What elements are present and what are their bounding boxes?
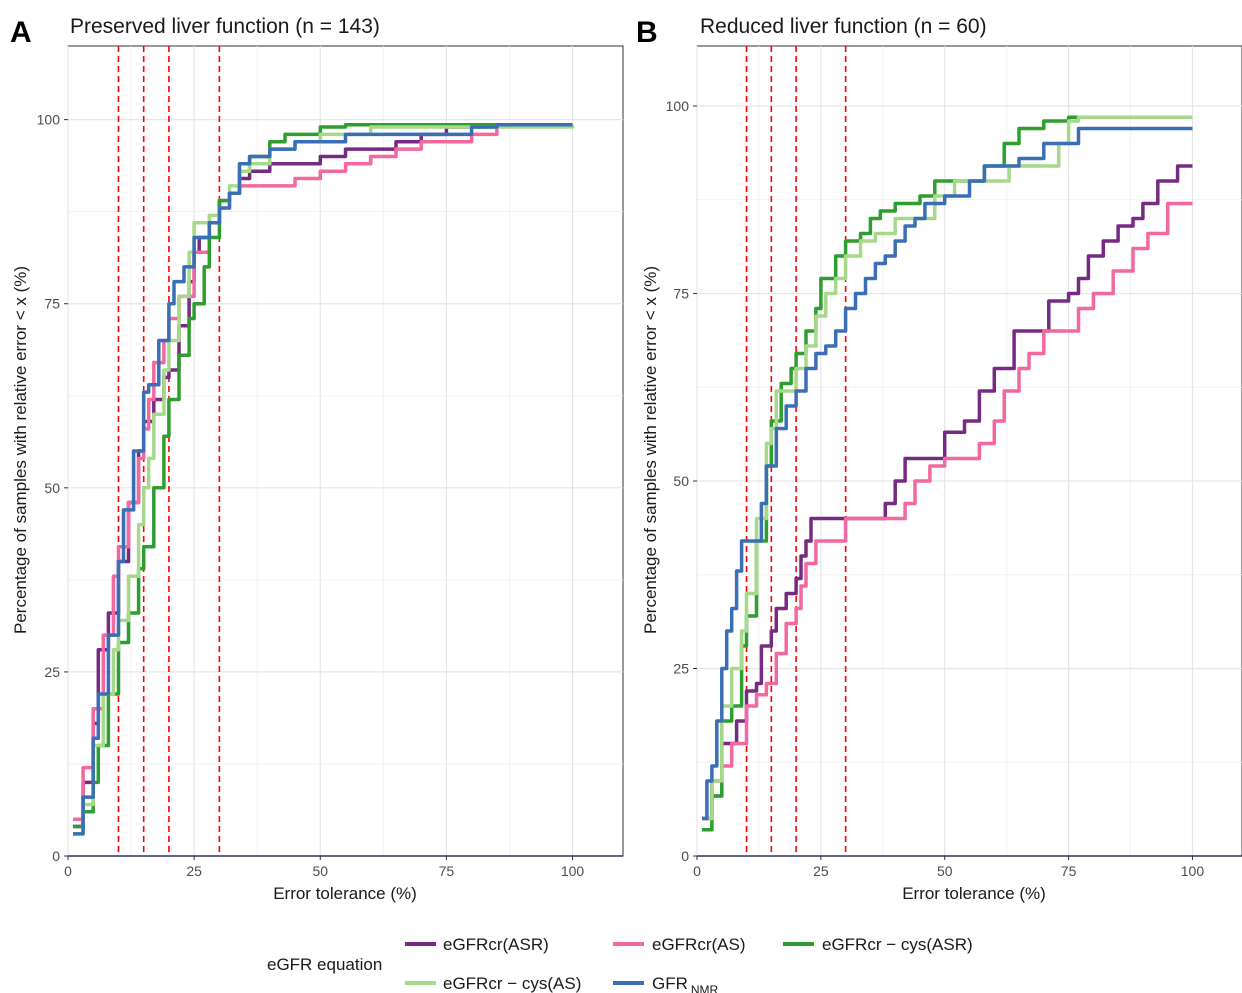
panel-b-title: Reduced liver function (n = 60) [700, 15, 987, 38]
panel-b-x-axis-title: Error tolerance (%) [902, 884, 1046, 903]
legend-title: eGFR equation [267, 955, 382, 974]
panel-a-plot-area [67, 45, 624, 857]
y-tick-label: 75 [673, 286, 689, 302]
x-tick-label: 75 [439, 863, 455, 879]
series-line-egfrcr-as [702, 201, 1193, 821]
series-line-gfrnmr [702, 126, 1193, 821]
x-tick-label: 25 [813, 863, 829, 879]
y-tick-label: 75 [44, 296, 60, 312]
legend-item-egfrcr-cys-as: eGFRcr − cys(AS) [405, 974, 581, 993]
series-line-egfrcr-cys-as [702, 115, 1193, 821]
panel-b-plot-area [696, 45, 1242, 857]
legend-label: eGFRcr − cys(ASR) [822, 935, 973, 954]
y-tick-label: 100 [666, 98, 690, 114]
x-tick-label: 50 [312, 863, 328, 879]
panel-b-ticks: 0 25 50 75 100 0 25 50 75 100 [666, 98, 1242, 879]
panel-a: A Preserved liver function (n = 143) 0 25… [10, 15, 624, 903]
legend-item-gfr-nmr: GFR NMR [613, 974, 719, 993]
legend-item-egfrcr-as: eGFRcr(AS) [613, 935, 746, 954]
legend-label: GFR NMR [652, 974, 719, 993]
panel-a-reference-lines [117, 46, 221, 856]
legend-item-egfrcr-cys-asr: eGFRcr − cys(ASR) [783, 935, 973, 954]
x-tick-label: 75 [1061, 863, 1077, 879]
legend: eGFR equation eGFRcr(ASR) eGFRcr(AS) eGF… [267, 935, 973, 993]
panel-a-x-axis-title: Error tolerance (%) [273, 884, 417, 903]
legend-label-subscript: NMR [691, 983, 719, 993]
x-tick-label: 100 [561, 863, 585, 879]
panel-b-series [702, 115, 1193, 832]
legend-label: eGFRcr(AS) [652, 935, 746, 954]
panel-a-y-axis-title: Percentage of samples with relative erro… [11, 266, 30, 634]
panel-a-title: Preserved liver function (n = 143) [70, 15, 380, 38]
legend-label-main: GFR [652, 974, 688, 993]
x-tick-label: 25 [186, 863, 202, 879]
y-tick-label: 50 [673, 473, 689, 489]
legend-label: eGFRcr − cys(AS) [443, 974, 581, 993]
series-line-egfrcr-asr [702, 164, 1193, 821]
x-tick-label: 0 [64, 863, 72, 879]
y-tick-label: 25 [44, 664, 60, 680]
y-tick-label: 0 [681, 848, 689, 864]
panel-a-letter: A [10, 16, 32, 49]
x-tick-label: 0 [693, 863, 701, 879]
series-line-gfrnmr [73, 123, 573, 836]
y-tick-label: 50 [44, 480, 60, 496]
panel-a-ticks: 0 25 50 75 100 0 25 50 75 100 [37, 112, 623, 879]
x-tick-label: 50 [937, 863, 953, 879]
legend-item-egfrcr-asr: eGFRcr(ASR) [405, 935, 549, 954]
y-tick-label: 100 [37, 112, 61, 128]
panel-b-letter: B [636, 16, 658, 49]
y-tick-label: 0 [52, 848, 60, 864]
legend-label: eGFRcr(ASR) [443, 935, 549, 954]
panel-b-y-axis-title: Percentage of samples with relative erro… [641, 266, 660, 634]
x-tick-label: 100 [1181, 863, 1205, 879]
panel-b: B Reduced liver function (n = 60) 0 25 50 7… [636, 15, 1242, 903]
panel-a-series [73, 123, 575, 836]
y-tick-label: 25 [673, 661, 689, 677]
